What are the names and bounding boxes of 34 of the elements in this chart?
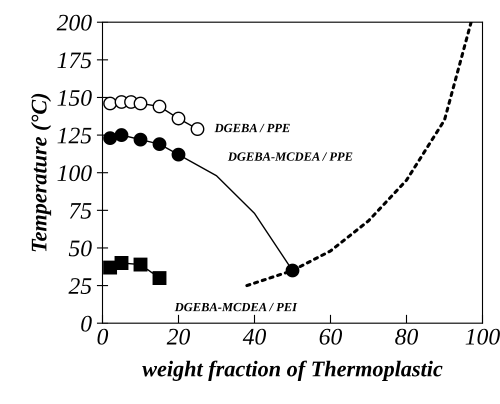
point (286, 264, 300, 278)
y-tick-label: 125 (58, 128, 92, 144)
x-tick-label: 20 (166, 328, 190, 345)
y-tick-label: 25 (68, 278, 92, 294)
point (152, 137, 166, 152)
point (190, 122, 204, 136)
point (134, 258, 148, 272)
point (152, 271, 166, 285)
annotation: DGEBA-MCDEA / PPE (228, 152, 352, 161)
x-tick-label: 60 (320, 328, 342, 345)
point (172, 112, 186, 126)
y-tick-label: 150 (58, 90, 92, 106)
point (114, 256, 128, 270)
y-tick-label: 200 (56, 14, 92, 31)
y-tick-label: 50 (68, 240, 92, 256)
point (103, 131, 118, 146)
y-tick-label: 75 (70, 203, 92, 219)
point (152, 100, 166, 114)
y-tick-label: 175 (58, 52, 92, 68)
point (114, 128, 128, 142)
x-tick-label: 80 (395, 328, 418, 345)
point (103, 96, 118, 110)
annotation: DGEBA / PPE (214, 124, 290, 132)
x-tick-label: 100 (466, 328, 500, 345)
y-tick-label: 0 (81, 316, 92, 332)
x-tick-label: 0 (98, 328, 108, 345)
x-axis-title: weight fraction of Thermoplastic (142, 360, 442, 381)
x-tick-label: 40 (242, 328, 266, 345)
point (134, 96, 148, 110)
annotation: DGEBA-MCDEA / PEI (174, 302, 298, 312)
y-tick-label: 100 (58, 165, 92, 182)
point (134, 132, 148, 147)
point (172, 148, 186, 162)
y-axis-title: Temperature (°C) (30, 94, 52, 252)
